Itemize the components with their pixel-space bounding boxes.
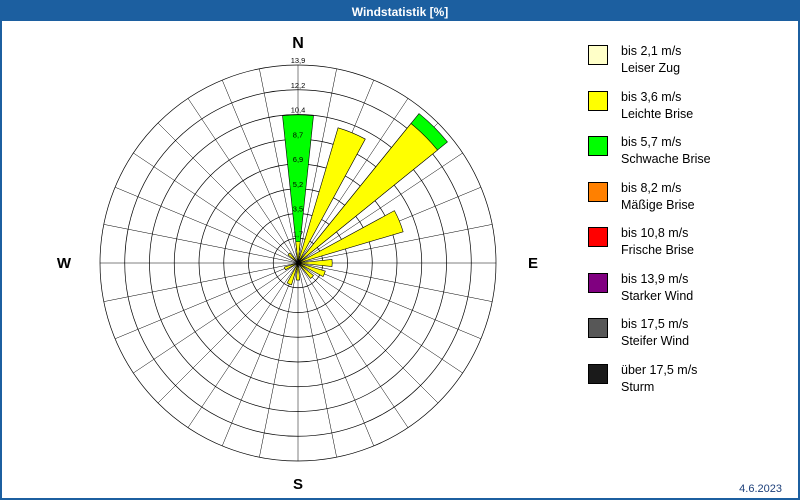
wind-petal xyxy=(297,210,404,264)
legend-item: bis 5,7 m/s Schwache Brise xyxy=(588,134,788,169)
legend-item: bis 8,2 m/s Mäßige Brise xyxy=(588,180,788,215)
wind-petal xyxy=(297,123,438,264)
compass-label-n: N xyxy=(292,35,304,52)
legend-item: bis 10,8 m/s Frische Brise xyxy=(588,225,788,260)
legend-swatch xyxy=(588,136,608,156)
wind-petal xyxy=(297,127,366,264)
legend-speed: über 17,5 m/s xyxy=(621,362,698,377)
legend-swatch xyxy=(588,227,608,247)
legend-label: bis 2,1 m/s Leiser Zug xyxy=(621,43,681,78)
legend-name: Leiser Zug xyxy=(621,61,681,76)
legend-swatch xyxy=(588,363,608,384)
title-bar: Windstatistik [%] xyxy=(2,2,798,21)
legend-item: bis 13,9 m/s Starker Wind xyxy=(588,271,788,306)
legend-swatch xyxy=(588,90,608,111)
wind-petal xyxy=(295,241,301,264)
compass-label-w: W xyxy=(57,255,72,272)
compass-label-e: E xyxy=(528,255,538,272)
legend-speed: bis 10,8 m/s xyxy=(621,226,689,240)
legend-name: Mäßige Brise xyxy=(621,197,695,212)
legend-speed: bis 8,2 m/s xyxy=(621,180,682,195)
legend-label: über 17,5 m/s Sturm xyxy=(621,362,697,397)
ring-label: 12,2 xyxy=(291,81,306,90)
ring-label: 1,7 xyxy=(293,229,303,238)
legend-name: Schwache Brise xyxy=(621,152,711,167)
grid-ring xyxy=(149,114,447,412)
legend-label: bis 10,8 m/s Frische Brise xyxy=(621,225,694,260)
wind-petal xyxy=(297,259,333,267)
legend-name: Sturm xyxy=(621,379,655,394)
wind-rose-chart: 1,7 3,5 5,2 6,9 8,7 10,4 12,2 13,9 N S W E xyxy=(57,35,538,493)
date-label: 4.6.2023 xyxy=(739,483,782,495)
wind-petal xyxy=(282,114,314,264)
ring-label: 6,9 xyxy=(293,155,303,164)
grid-ring xyxy=(124,89,472,437)
wind-petal xyxy=(283,262,299,271)
grid-ring xyxy=(99,64,497,462)
legend-speed: bis 13,9 m/s xyxy=(621,271,689,286)
wind-petal xyxy=(295,262,301,281)
legend-swatch xyxy=(588,318,608,338)
legend-label: bis 17,5 m/s Steifer Wind xyxy=(621,316,689,351)
wind-petal xyxy=(297,262,326,278)
legend: bis 2,1 m/s Leiser Zug bis 3,6 m/s Leichte … xyxy=(588,43,788,407)
wind-petal xyxy=(286,262,299,286)
legend-speed: bis 17,5 m/s xyxy=(621,317,689,331)
legend-name: Frische Brise xyxy=(621,243,694,258)
ring-label: 10,4 xyxy=(291,106,306,115)
wind-petal xyxy=(297,262,314,279)
ring-label: 13,9 xyxy=(291,56,306,65)
ring-label: 8,7 xyxy=(293,130,303,139)
legend-item: bis 3,6 m/s Leichte Brise xyxy=(588,89,788,124)
legend-label: bis 3,6 m/s Leichte Brise xyxy=(621,89,693,124)
legend-name: Steifer Wind xyxy=(621,334,690,349)
legend-item: bis 17,5 m/s Steifer Wind xyxy=(588,316,788,351)
window-title: Windstatistik [%] xyxy=(351,4,449,19)
legend-swatch xyxy=(588,45,608,65)
legend-label: bis 5,7 m/s Schwache Brise xyxy=(621,134,711,169)
legend-swatch xyxy=(588,272,608,293)
compass-label-s: S xyxy=(293,476,303,493)
legend-speed: bis 2,1 m/s xyxy=(621,44,682,58)
legend-swatch xyxy=(588,181,608,202)
wind-petal xyxy=(287,252,299,264)
legend-label: bis 8,2 m/s Mäßige Brise xyxy=(621,180,695,215)
legend-item: über 17,5 m/s Sturm xyxy=(588,362,788,397)
ring-label: 5,2 xyxy=(293,180,303,189)
legend-label: bis 13,9 m/s Starker Wind xyxy=(621,271,693,306)
ring-label: 3,5 xyxy=(293,205,303,214)
chart-area: 1,7 3,5 5,2 6,9 8,7 10,4 12,2 13,9 N S W E bis 2,1 … xyxy=(2,21,798,498)
legend-speed: bis 3,6 m/s xyxy=(621,89,682,104)
legend-item: bis 2,1 m/s Leiser Zug xyxy=(588,43,788,78)
legend-name: Starker Wind xyxy=(621,288,694,303)
legend-name: Leichte Brise xyxy=(621,106,694,121)
legend-speed: bis 5,7 m/s xyxy=(621,135,682,149)
